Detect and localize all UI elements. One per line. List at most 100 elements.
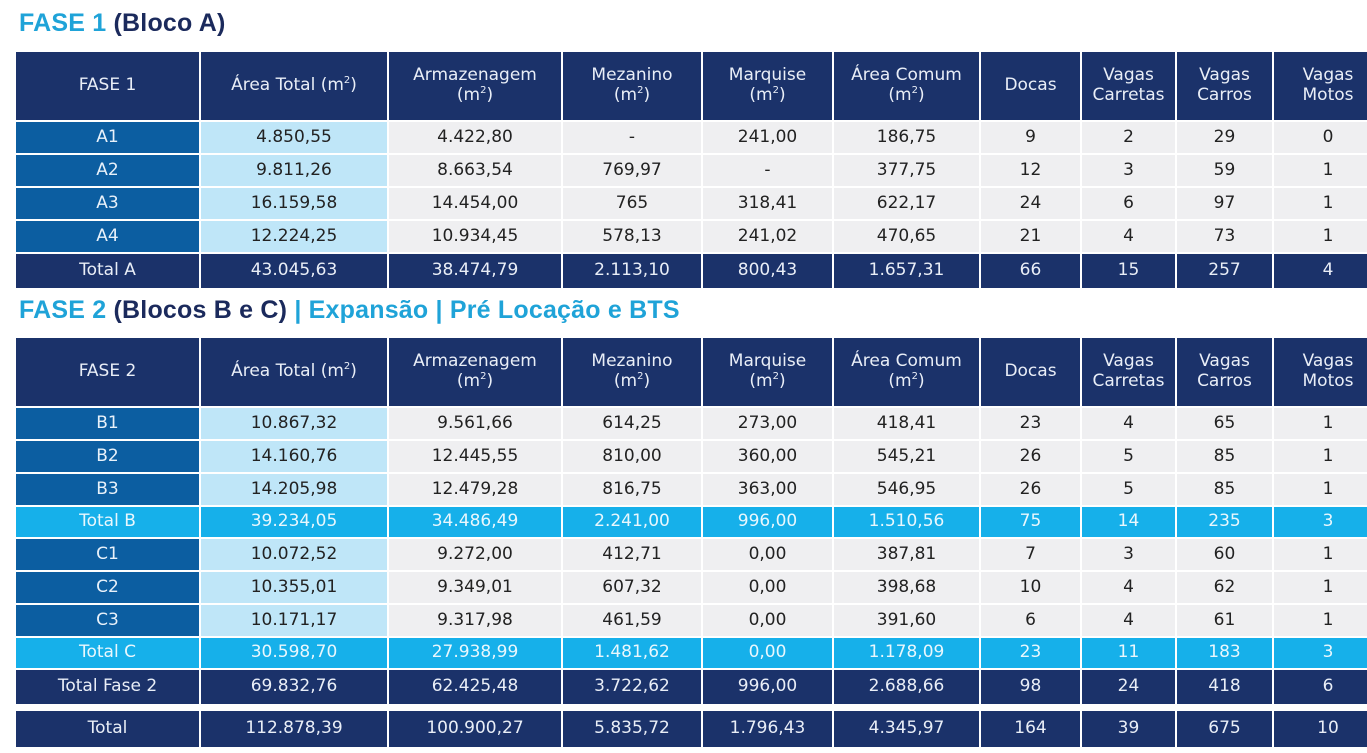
table-cell: 4 <box>1082 408 1175 439</box>
header-line1: Mezanino <box>591 65 673 86</box>
table-cell: 4 <box>1274 254 1367 288</box>
fase1-title: FASE 1 (Bloco A) <box>19 9 225 38</box>
header-line1: Armazenagem <box>413 351 537 372</box>
header-line1: Vagas <box>1103 351 1154 372</box>
table-cell: 996,00 <box>703 507 832 537</box>
table-cell: 2.688,66 <box>834 670 979 704</box>
column-header: Área Total (m2) <box>201 52 387 120</box>
header-line2: (m <box>613 371 638 391</box>
table-cell: 23 <box>981 408 1080 439</box>
table-cell: 14 <box>1082 507 1175 537</box>
table-cell: 9.272,00 <box>389 539 561 570</box>
column-header: Vagas Carretas <box>1082 338 1175 406</box>
header-line1: Área Comum <box>851 65 962 86</box>
table-cell: 769,97 <box>563 155 701 186</box>
table-cell: 10.171,17 <box>201 605 387 636</box>
table-cell: 1.510,56 <box>834 507 979 537</box>
table-cell: 2.241,00 <box>563 507 701 537</box>
header-line2: Carretas <box>1092 85 1165 105</box>
column-header: Armazenagem (m2) <box>389 338 561 406</box>
table-cell: 363,00 <box>703 474 832 505</box>
table-cell: 7 <box>981 539 1080 570</box>
table-cell: 12.479,28 <box>389 474 561 505</box>
table-cell: 10.355,01 <box>201 572 387 603</box>
table-cell: 470,65 <box>834 221 979 252</box>
table-cell: 183 <box>1177 638 1272 668</box>
column-header: Vagas Motos <box>1274 52 1367 120</box>
header-sup: 2 <box>343 361 351 373</box>
table-cell: 3.722,62 <box>563 670 701 704</box>
column-header: FASE 2 <box>16 338 199 406</box>
column-header: Docas <box>981 338 1080 406</box>
table-cell: 398,68 <box>834 572 979 603</box>
header-close: ) <box>643 371 651 391</box>
header-line2: Motos <box>1302 85 1354 105</box>
table-cell: 0,00 <box>703 638 832 668</box>
table-cell: 387,81 <box>834 539 979 570</box>
column-header: Vagas Carros <box>1177 52 1272 120</box>
column-header: Vagas Motos <box>1274 338 1367 406</box>
fase1-title-suffix: (Bloco A) <box>113 9 226 37</box>
table-cell: 3 <box>1082 539 1175 570</box>
header-line1: FASE 2 <box>78 361 137 382</box>
header-line1: Vagas <box>1199 65 1250 86</box>
table-cell: 800,43 <box>703 254 832 288</box>
header-line1: Marquise <box>728 65 807 86</box>
table-cell: 418 <box>1177 670 1272 704</box>
table-cell: 97 <box>1177 188 1272 219</box>
table-cell: 43.045,63 <box>201 254 387 288</box>
table-cell: 0,00 <box>703 605 832 636</box>
header-close: ) <box>486 371 494 391</box>
table-cell: 1.657,31 <box>834 254 979 288</box>
row-label: C1 <box>16 539 199 570</box>
table-cell: 62 <box>1177 572 1272 603</box>
header-line1: Área Total (m <box>231 361 344 382</box>
table-cell: 1.178,09 <box>834 638 979 668</box>
header-close: ) <box>917 85 925 105</box>
table-cell: 39 <box>1082 711 1175 747</box>
table-cell: 14.205,98 <box>201 474 387 505</box>
table-cell: - <box>703 155 832 186</box>
table-cell: 3 <box>1082 155 1175 186</box>
table-cell: 14.160,76 <box>201 441 387 472</box>
table-cell: 241,00 <box>703 122 832 153</box>
table-cell: 0 <box>1274 122 1367 153</box>
table-cell: 6 <box>1082 188 1175 219</box>
column-header: Vagas Carretas <box>1082 52 1175 120</box>
header-line2: (m <box>888 371 912 391</box>
table-cell: 1 <box>1274 408 1367 439</box>
row-label: B2 <box>16 441 199 472</box>
table-cell: 622,17 <box>834 188 979 219</box>
table-cell: 69.832,76 <box>201 670 387 704</box>
column-header: Docas <box>981 52 1080 120</box>
fase2-title-suffix: | Expansão | Pré Locação e BTS <box>294 296 680 324</box>
header-line2: Motos <box>1302 371 1354 391</box>
table-cell: 360,00 <box>703 441 832 472</box>
column-header: Mezanino (m2) <box>563 338 701 406</box>
table-cell: 4.345,97 <box>834 711 979 747</box>
table-cell: 21 <box>981 221 1080 252</box>
table-cell: 4 <box>1082 221 1175 252</box>
row-label: Total A <box>16 254 199 288</box>
row-label: A3 <box>16 188 199 219</box>
table-cell: 2 <box>1082 122 1175 153</box>
table-cell: 0,00 <box>703 572 832 603</box>
table-cell: 9 <box>981 122 1080 153</box>
table-cell: 100.900,27 <box>389 711 561 747</box>
table-cell: 34.486,49 <box>389 507 561 537</box>
table-cell: 5.835,72 <box>563 711 701 747</box>
row-label: C3 <box>16 605 199 636</box>
header-line1: FASE 1 <box>78 75 137 96</box>
table-cell: 0,00 <box>703 539 832 570</box>
table-cell: 816,75 <box>563 474 701 505</box>
table-cell: 1 <box>1274 155 1367 186</box>
table-cell: 10.934,45 <box>389 221 561 252</box>
table-cell: 85 <box>1177 441 1272 472</box>
table-cell: 318,41 <box>703 188 832 219</box>
table-cell: 810,00 <box>563 441 701 472</box>
row-label: A4 <box>16 221 199 252</box>
table-cell: 1 <box>1274 188 1367 219</box>
table-cell: 39.234,05 <box>201 507 387 537</box>
table-cell: 377,75 <box>834 155 979 186</box>
row-label: Total <box>16 711 199 747</box>
